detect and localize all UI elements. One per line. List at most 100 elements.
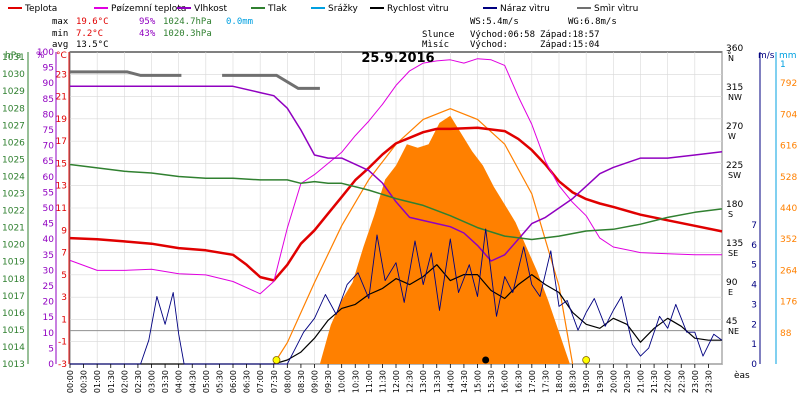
stat-min-label: min — [52, 29, 68, 39]
hum-tick-label: 70 — [43, 142, 55, 152]
x-tick-label: 09:30 — [324, 370, 333, 393]
hum-tick-label: 20 — [43, 298, 55, 308]
press-tick-label: 1025 — [2, 155, 25, 165]
press-tick-label: 1031 — [2, 53, 25, 63]
stat-min-temp: 7.2°C — [76, 29, 103, 39]
temp-tick-label: 7 — [61, 249, 67, 259]
dir-tick-degree: 45 — [726, 317, 737, 327]
x-tick-label: 03:00 — [148, 370, 157, 393]
stat-max-temp: 19.6°C — [76, 17, 109, 27]
legend-label: Smìr vìtru — [594, 4, 638, 14]
sun-event-marker — [582, 356, 591, 364]
dir-tick-label: SW — [728, 171, 741, 180]
x-tick-label: 15:00 — [474, 370, 483, 393]
hum-tick-label: 35 — [43, 251, 54, 261]
hum-tick-label: 30 — [43, 266, 55, 276]
axis-unit-wind: m/s — [758, 51, 775, 61]
wind-tick-label: 5 — [751, 261, 757, 271]
x-tick-label: 18:30 — [569, 370, 578, 393]
temp-tick-label: 9 — [61, 226, 67, 236]
stat-ws: WS:5.4m/s — [470, 17, 519, 27]
x-tick-label: 00:30 — [80, 370, 89, 393]
x-tick-label: 07:00 — [256, 370, 265, 393]
wind-tick-label: 7 — [751, 221, 757, 231]
x-tick-label: 11:30 — [378, 370, 387, 393]
x-tick-label: 04:30 — [188, 370, 197, 393]
x-tick-label: 04:00 — [175, 370, 184, 393]
stat-avg-label: avg — [52, 40, 68, 50]
x-tick-label: 09:00 — [311, 370, 320, 393]
dir-tick-degree: 360 — [726, 44, 743, 54]
press-tick-label: 1018 — [2, 275, 25, 285]
x-tick-label: 23:00 — [691, 370, 700, 393]
rain-tick-label: 352 — [780, 235, 797, 245]
stat-max-label: max — [52, 17, 69, 27]
x-tick-label: 05:30 — [215, 370, 224, 393]
stat-wg: WG:6.8m/s — [568, 17, 617, 27]
temp-tick-label: 23 — [56, 70, 67, 80]
x-tick-label: 22:00 — [664, 370, 673, 393]
x-tick-label: 07:30 — [270, 370, 279, 393]
press-tick-label: 1029 — [2, 87, 25, 97]
press-tick-label: 1021 — [2, 224, 25, 234]
dir-tick-label: E — [728, 288, 733, 297]
axis-unit-x: èas — [734, 370, 750, 381]
temp-tick-label: 21 — [56, 93, 67, 103]
x-tick-label: 20:30 — [623, 370, 632, 393]
x-tick-label: 08:30 — [297, 370, 306, 393]
hum-tick-label: 100 — [37, 48, 54, 58]
moon-event-marker — [482, 356, 490, 364]
x-tick-label: 02:30 — [134, 370, 143, 393]
x-tick-label: 10:00 — [338, 370, 347, 393]
x-tick-label: 22:30 — [677, 370, 686, 393]
dir-tick-degree: 270 — [726, 122, 743, 132]
dir-tick-label: S — [728, 210, 733, 219]
dir-tick-degree: 315 — [726, 83, 743, 93]
hum-tick-label: 40 — [43, 235, 55, 245]
series-teplota-line — [69, 126, 723, 282]
dir-tick-label: SE — [728, 249, 738, 258]
hum-tick-label: 90 — [43, 79, 55, 89]
wind-tick-label: 6 — [751, 241, 757, 251]
temp-tick-label: -3 — [58, 360, 67, 370]
hum-tick-label: 25 — [43, 282, 54, 292]
temp-tick-label: 5 — [61, 271, 67, 281]
hum-tick-label: 85 — [43, 95, 54, 105]
rain-tick-label: 1 — [780, 60, 786, 70]
x-tick-label: 01:00 — [93, 370, 102, 393]
legend-label: Tlak — [267, 4, 288, 14]
x-tick-label: 20:00 — [609, 370, 618, 393]
press-tick-label: 1014 — [2, 343, 25, 353]
stat-min-press: 1020.3hPa — [163, 29, 212, 39]
x-tick-label: 06:00 — [229, 370, 238, 393]
x-tick-label: 10:30 — [351, 370, 360, 393]
temp-tick-label: 11 — [56, 204, 67, 214]
x-tick-label: 23:30 — [704, 370, 713, 393]
series-n-raz-v-tru-line — [70, 228, 723, 365]
hum-tick-label: 80 — [43, 110, 55, 120]
stat-avg-temp: 13.5°C — [76, 40, 109, 50]
wind-tick-label: 3 — [751, 300, 757, 310]
series-vlhkost-line — [70, 85, 723, 262]
series-sm-r-v-tru-line — [70, 70, 182, 77]
x-tick-label: 11:00 — [365, 370, 374, 393]
legend-label: Náraz vìtru — [500, 4, 550, 14]
x-tick-label: 15:30 — [487, 370, 496, 393]
rain-tick-label: 88 — [780, 329, 792, 339]
x-tick-label: 03:30 — [161, 370, 170, 393]
press-tick-label: 1020 — [2, 241, 25, 251]
axis-unit-hum: % — [36, 51, 45, 61]
rain-tick-label: 704 — [780, 110, 797, 120]
press-tick-label: 1013 — [2, 360, 25, 370]
hum-tick-label: 45 — [43, 220, 54, 230]
axis-unit-temp: °C — [56, 51, 67, 61]
x-tick-label: 12:30 — [406, 370, 415, 393]
axis-unit-press: hPa — [5, 51, 21, 61]
series-sm-r-v-tru-line — [222, 73, 320, 90]
dir-tick-degree: 135 — [726, 239, 743, 249]
dir-tick-label: NW — [728, 93, 742, 102]
axis-unit-rain: mm — [779, 51, 797, 61]
x-tick-label: 08:00 — [283, 370, 292, 393]
x-tick-label: 12:00 — [392, 370, 401, 393]
